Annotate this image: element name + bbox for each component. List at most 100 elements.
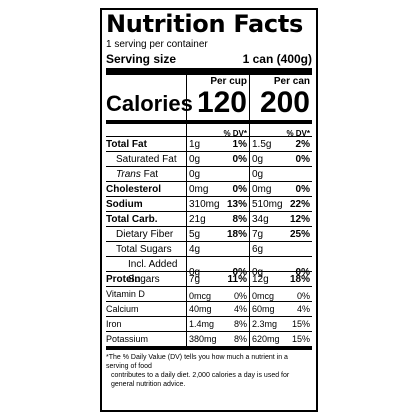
nutrient-amount: 0mg [252, 184, 272, 195]
nutrient-name-text: Incl. Added Sugars [128, 259, 178, 285]
dv-header-can: % DV* [249, 124, 312, 140]
nutrient-dv: 0% [295, 266, 310, 278]
calories-cup-value: 120 [196, 86, 247, 119]
column-can-header: Per can 200 [249, 75, 312, 126]
nutrient-amount: 7g [252, 229, 264, 240]
nutrient-name: Incl. Added Sugars [106, 256, 186, 287]
nutrient-row: Protein 7g 11% 12g 18% [106, 271, 312, 287]
nutrient-amount: 0g [189, 154, 201, 165]
vitamin-dv: 4% [296, 304, 310, 314]
nutrient-dv: 18% [289, 274, 310, 285]
per-can-values: 60mg 4% [249, 301, 312, 317]
nutrient-dv: 1% [232, 139, 247, 150]
nutrient-amount: 310mg [189, 199, 220, 210]
vitamin-amount: 60mg [252, 304, 275, 314]
vitamin-row: Calcium 40mg 4% 60mg 4% [106, 301, 312, 317]
vitamin-amount: 0mcg [189, 291, 212, 301]
column-can-label: Per can [273, 76, 310, 87]
nutrient-amount: 1g [189, 139, 201, 150]
nutrient-name-text: Protein [106, 274, 141, 285]
nutrient-name-text: Dietary Fiber [116, 229, 174, 240]
nutrient-name-text: Cholesterol [106, 184, 162, 195]
per-cup-values: 1.4mg 8% [186, 316, 249, 332]
nutrient-amount: 34g [252, 214, 269, 225]
nutrient-name: Cholesterol [106, 181, 186, 197]
per-cup-values: 0mg 0% [186, 181, 249, 197]
nutrient-amount: 7g [189, 274, 201, 285]
per-cup-values: 21g 8% [186, 211, 249, 227]
calories-can-value: 200 [259, 86, 310, 119]
per-cup-values: 310mg 13% [186, 196, 249, 212]
per-can-values: 0g [249, 166, 312, 182]
nutrient-name: Saturated Fat [106, 151, 186, 167]
nutrient-name: Total Sugars [106, 241, 186, 257]
vitamin-amount: 2.3mg [252, 319, 278, 329]
thick-divider [106, 68, 312, 75]
serving-size-value: 1 can (400g) [242, 52, 312, 66]
vitamin-dv: 15% [291, 334, 310, 344]
per-can-values: 7g 25% [249, 226, 312, 242]
vitamin-amount: 380mg [189, 334, 217, 344]
per-can-values: 0g 0% [249, 151, 312, 167]
nutrient-name-text: Saturated Fat [116, 154, 177, 165]
serving-size-row: Serving size 1 can (400g) [106, 52, 312, 66]
nutrient-dv: 0% [232, 266, 247, 278]
nutrient-name-text: Total Sugars [116, 244, 172, 255]
vitamin-dv: 4% [233, 304, 247, 314]
nutrient-row: Cholesterol 0mg 0% 0mg 0% [106, 181, 312, 197]
per-can-values: 34g 12% [249, 211, 312, 227]
nutrient-dv: 13% [226, 199, 247, 210]
nutrition-facts-panel: Nutrition Facts 1 serving per container … [100, 8, 318, 412]
dv-header-cup-label: % DV* [223, 129, 247, 138]
label-title: Nutrition Facts [106, 10, 304, 38]
nutrient-row: Incl. Added Sugars 0g 0% 0g 0% [106, 256, 312, 287]
per-cup-values: 380mg 8% [186, 331, 249, 347]
footnote-line-2: contributes to a daily diet. 2,000 calor… [111, 372, 290, 388]
per-can-values: 12g 18% [249, 271, 312, 287]
nutrient-name: Dietary Fiber [106, 226, 186, 242]
nutrient-amount: 510mg [252, 199, 283, 210]
serving-size-label: Serving size [106, 52, 177, 66]
per-cup-values: 7g 11% [186, 271, 249, 287]
per-cup-values: 4g [186, 241, 249, 257]
nutrient-dv: 0% [295, 184, 310, 195]
per-can-values: 0mg 0% [249, 181, 312, 197]
nutrient-name-text: Sodium [106, 199, 143, 210]
vitamin-rows: Vitamin D 0mcg 0% 0mcg 0% Calcium 40mg 4% 60mg 4%… [106, 286, 312, 347]
calories-label: Calories [106, 91, 193, 116]
vitamin-row: Iron 1.4mg 8% 2.3mg 15% [106, 316, 312, 332]
vitamin-row: Potassium 380mg 8% 620mg 15% [106, 331, 312, 347]
vitamin-amount: 40mg [189, 304, 212, 314]
vitamin-name: Iron [106, 316, 186, 332]
nutrient-name-text: Fat [140, 169, 159, 180]
column-cup-label: Per cup [210, 76, 247, 87]
nutrient-name: Sodium [106, 196, 186, 212]
nutrient-row: Dietary Fiber 5g 18% 7g 25% [106, 226, 312, 242]
vitamin-dv: 8% [233, 319, 247, 329]
nutrient-row: Sodium 310mg 13% 510mg 22% [106, 196, 312, 212]
nutrient-amount: 1.5g [252, 139, 272, 150]
per-can-values: 2.3mg 15% [249, 316, 312, 332]
nutrient-row: Trans Fat 0g 0g [106, 166, 312, 182]
nutrient-amount: 4g [189, 244, 201, 255]
per-cup-values: 0g [186, 166, 249, 182]
nutrient-dv: 2% [295, 139, 310, 150]
vitamin-name: Calcium [106, 301, 186, 317]
vitamin-amount: 620mg [252, 334, 280, 344]
nutrient-amount: 21g [189, 214, 206, 225]
per-cup-values: 1g 1% [186, 136, 249, 152]
nutrient-name-text: Total Carb. [106, 214, 158, 225]
nutrient-dv: 0% [295, 154, 310, 165]
per-cup-values: 0mcg 0% [186, 286, 249, 306]
per-can-values: 1.5g 2% [249, 136, 312, 152]
nutrient-amount: 0g [189, 266, 201, 278]
nutrient-amount: 12g [252, 274, 269, 285]
servings-per-container: 1 serving per container [106, 39, 208, 50]
nutrient-name: Trans Fat [106, 166, 186, 182]
nutrient-dv: 0% [232, 184, 247, 195]
nutrient-name-text: Total Fat [106, 139, 147, 150]
nutrient-amount: 0mg [189, 184, 209, 195]
nutrient-name: Total Carb. [106, 211, 186, 227]
per-cup-values: 40mg 4% [186, 301, 249, 317]
nutrient-dv: 18% [226, 229, 247, 240]
